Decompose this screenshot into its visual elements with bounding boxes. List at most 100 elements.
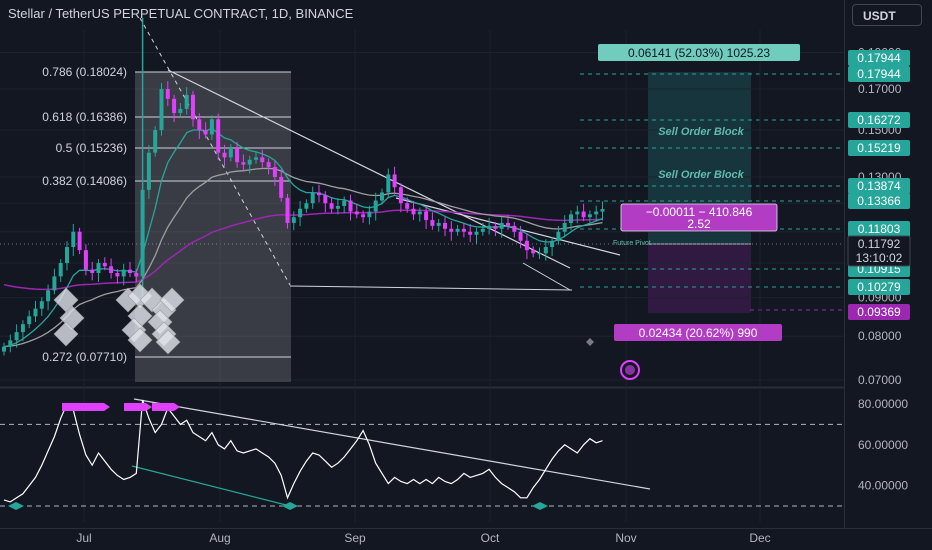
candle-body — [291, 217, 296, 223]
currency-button[interactable]: USDT — [852, 4, 922, 26]
candle-body — [562, 222, 567, 232]
candle-body — [329, 203, 334, 209]
candle-body — [386, 174, 391, 193]
candle-body — [58, 263, 63, 277]
candle-body — [178, 108, 183, 114]
candle-body — [524, 240, 529, 251]
fib-level-label: 0.5 (0.15236) — [56, 141, 127, 155]
candle-body — [285, 197, 290, 223]
candle-body — [417, 211, 422, 215]
price-tag-box — [848, 304, 910, 320]
candle-body — [90, 269, 95, 274]
price-tag: 0.15219 — [857, 141, 901, 155]
price-tag-box — [848, 221, 910, 237]
signal-diamond-icon — [53, 321, 79, 347]
stop-zone — [648, 244, 751, 313]
candle-body — [335, 205, 340, 209]
candle-body — [480, 228, 485, 232]
candle-body — [159, 88, 164, 131]
candle-body — [247, 159, 252, 165]
candle-body — [569, 214, 573, 223]
candle-body — [436, 222, 441, 226]
candle-body — [587, 214, 592, 218]
price-tag: 0.10279 — [857, 280, 901, 294]
candle-body — [279, 176, 284, 198]
candle-body — [443, 222, 447, 229]
candle-body — [575, 211, 580, 215]
candle-body — [518, 231, 523, 241]
candle-body — [266, 162, 271, 168]
candle-body — [153, 130, 158, 153]
candle-body — [556, 231, 561, 241]
rsi-tick-label: 40.00000 — [858, 479, 908, 493]
time-tick-label: Sep — [344, 531, 366, 545]
candle-body — [323, 195, 328, 204]
candle-body — [77, 231, 82, 251]
rsi-tick-label: 60.00000 — [858, 438, 908, 452]
candle-body — [260, 157, 265, 163]
time-tick-label: Jul — [76, 531, 91, 545]
candle-body — [184, 94, 189, 109]
candle-body — [209, 119, 214, 135]
flag-icon — [620, 360, 640, 380]
candle-body — [373, 200, 378, 212]
price-tag: 0.13874 — [857, 179, 901, 193]
candle-body — [392, 174, 397, 188]
candle-body — [455, 228, 460, 232]
time-tick-label: Dec — [749, 531, 770, 545]
candle-body — [550, 240, 555, 248]
candle-body — [531, 250, 536, 254]
candle-body — [33, 308, 38, 317]
price-tag-box — [848, 140, 910, 156]
price-tag-box — [848, 50, 910, 66]
order-block-label: Sell Order Block — [658, 126, 744, 138]
time-tick-label: Nov — [615, 531, 636, 545]
candle-body — [499, 222, 504, 229]
support-line — [289, 285, 573, 291]
target-label-box — [598, 44, 800, 61]
candle-body — [65, 247, 69, 264]
price-tag: 0.17944 — [857, 67, 901, 81]
rsi-line — [3, 399, 603, 503]
candle-body — [235, 148, 240, 163]
price-tag-box — [848, 279, 910, 295]
fib-level-label: 0.382 (0.14086) — [42, 174, 127, 188]
candle-body — [216, 119, 221, 153]
candle-body — [361, 214, 366, 218]
candle-body — [594, 211, 599, 215]
candle-body — [39, 301, 44, 309]
rsi-divergence-line — [131, 465, 291, 507]
candle-body — [449, 228, 454, 232]
candle-body — [83, 250, 88, 270]
candle-body — [71, 231, 76, 248]
signal-diamond-icon — [159, 287, 185, 313]
candle-body — [512, 225, 517, 232]
price-tick-label: 0.08000 — [858, 329, 902, 343]
candle-body — [398, 187, 403, 204]
rsi-bottom-marker-icon — [8, 502, 24, 510]
candle-body — [424, 211, 429, 221]
fib-level-label: 0.786 (0.18024) — [42, 65, 127, 79]
candle-body — [254, 157, 258, 160]
candle-body — [354, 211, 359, 215]
price-tag: 0.16272 — [857, 113, 901, 127]
rsi-bottom-marker-icon — [532, 502, 548, 510]
price-tag-box — [848, 66, 910, 82]
candle-body — [191, 94, 195, 120]
candle-body — [272, 167, 277, 177]
candle-body — [102, 263, 107, 267]
position-label-box — [620, 203, 778, 232]
candle-body — [310, 192, 315, 204]
price-tick-label: 0.07000 — [858, 373, 902, 387]
candle-body — [493, 225, 498, 229]
fib-level-label: 0.618 (0.16386) — [42, 110, 127, 124]
candle-body — [228, 148, 233, 158]
rsi-trendline — [133, 398, 651, 490]
candle-body — [506, 222, 510, 226]
rsi-signal-marker-icon — [124, 403, 152, 411]
descending-trendline — [167, 69, 571, 269]
position-label-line1: −0.00011 − 410.846 — [646, 205, 753, 219]
candle-body — [2, 346, 6, 352]
rsi-bottom-marker-icon — [282, 502, 298, 510]
